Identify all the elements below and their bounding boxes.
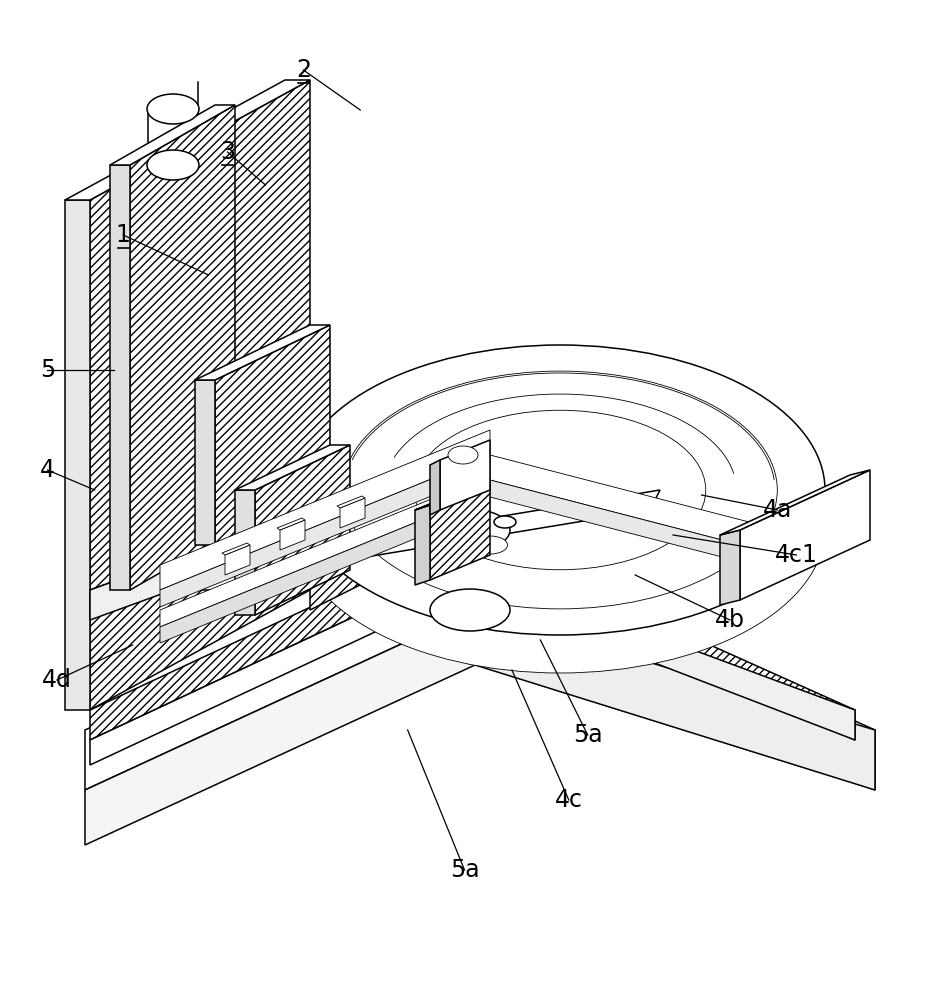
Ellipse shape	[295, 383, 825, 673]
Text: 4d: 4d	[42, 668, 72, 692]
Polygon shape	[225, 545, 250, 575]
Text: 1: 1	[116, 223, 131, 247]
Polygon shape	[110, 165, 130, 590]
Polygon shape	[490, 480, 780, 572]
Polygon shape	[130, 105, 235, 590]
Ellipse shape	[342, 371, 777, 609]
Polygon shape	[255, 445, 350, 615]
Text: 4c: 4c	[555, 788, 583, 812]
Polygon shape	[235, 445, 350, 490]
Polygon shape	[90, 80, 310, 710]
Polygon shape	[337, 496, 365, 508]
Polygon shape	[415, 505, 430, 585]
Polygon shape	[90, 510, 310, 620]
Polygon shape	[160, 475, 490, 627]
Ellipse shape	[295, 345, 825, 635]
Polygon shape	[65, 80, 310, 200]
Polygon shape	[215, 325, 330, 545]
Polygon shape	[65, 200, 90, 710]
Polygon shape	[85, 610, 475, 845]
Ellipse shape	[472, 536, 507, 554]
Ellipse shape	[494, 516, 516, 528]
Polygon shape	[160, 430, 490, 590]
Polygon shape	[195, 325, 330, 380]
Polygon shape	[465, 565, 855, 740]
Polygon shape	[720, 470, 870, 535]
Polygon shape	[280, 520, 305, 550]
Text: 4: 4	[40, 458, 55, 482]
Polygon shape	[85, 550, 875, 790]
Polygon shape	[415, 480, 490, 510]
Polygon shape	[110, 105, 235, 165]
Polygon shape	[440, 440, 490, 510]
Polygon shape	[490, 455, 780, 555]
Polygon shape	[90, 510, 690, 590]
Polygon shape	[340, 498, 365, 528]
Text: 5a: 5a	[449, 858, 480, 882]
Polygon shape	[90, 565, 465, 765]
Ellipse shape	[147, 150, 199, 180]
Text: 5a: 5a	[573, 723, 603, 747]
Polygon shape	[222, 543, 250, 555]
Ellipse shape	[430, 589, 510, 631]
Ellipse shape	[430, 509, 510, 551]
Polygon shape	[740, 470, 870, 600]
Text: 4c1: 4c1	[775, 543, 818, 567]
Text: 5: 5	[40, 358, 55, 382]
Polygon shape	[310, 480, 470, 610]
Polygon shape	[277, 518, 305, 530]
Ellipse shape	[414, 410, 705, 570]
Polygon shape	[235, 490, 255, 615]
Ellipse shape	[147, 94, 199, 124]
Polygon shape	[160, 492, 490, 643]
Text: 4a: 4a	[763, 498, 792, 522]
Text: 3: 3	[220, 140, 235, 164]
Polygon shape	[348, 490, 660, 560]
Text: 4b: 4b	[715, 608, 745, 632]
Polygon shape	[430, 460, 440, 515]
Polygon shape	[160, 455, 490, 607]
Polygon shape	[90, 535, 855, 740]
Polygon shape	[310, 510, 690, 540]
Polygon shape	[720, 530, 740, 605]
Text: 2: 2	[296, 58, 311, 82]
Polygon shape	[475, 610, 875, 790]
Polygon shape	[310, 430, 690, 560]
Ellipse shape	[448, 446, 478, 464]
Polygon shape	[195, 380, 215, 545]
Polygon shape	[470, 480, 690, 610]
Polygon shape	[430, 480, 490, 580]
